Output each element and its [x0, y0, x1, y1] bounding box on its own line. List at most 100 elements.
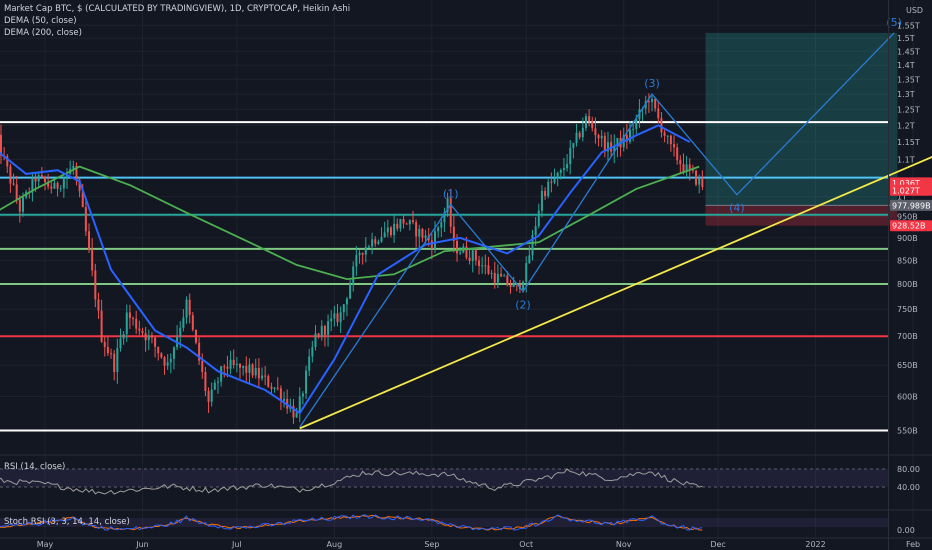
candle-body [220, 366, 223, 382]
candle-body [305, 370, 308, 394]
candle-body [261, 375, 264, 379]
candle-body [18, 199, 21, 212]
price-tick-label: 850B [897, 256, 918, 265]
candle-body [97, 299, 100, 311]
candle-body [402, 219, 405, 224]
candle-body [408, 220, 411, 225]
candle-body [9, 166, 12, 184]
candle-body [283, 398, 286, 401]
time-tick-label: Feb [906, 540, 920, 549]
candle-body [6, 156, 9, 167]
candle-body [301, 393, 304, 397]
candle-body [31, 177, 34, 193]
candle-body [210, 389, 213, 402]
candle-body [698, 178, 701, 185]
oscillator-panes: 80.00 40.00 0.00 [0, 454, 932, 535]
stoch-pane-label[interactable]: Stoch RSI (3, 3, 14, 14, close) [4, 517, 130, 527]
candle-body [446, 198, 449, 213]
stoch-tick-label: 0.00 [897, 526, 915, 535]
candle-body [522, 281, 525, 289]
legend-title[interactable]: Market Cap BTC, $ (CALCULATED BY TRADING… [4, 4, 351, 14]
candle-body [144, 333, 147, 341]
candle-body [635, 119, 638, 129]
price-tick-label: 1T [897, 193, 907, 202]
candle-body [150, 335, 153, 338]
grid-lines [0, 0, 914, 538]
rsi-pane-label[interactable]: RSI (14, close) [4, 462, 66, 472]
candle-body [559, 169, 562, 173]
candle-body [660, 118, 663, 133]
candle-body [361, 252, 364, 255]
candle-body [135, 318, 138, 329]
candle-body [207, 391, 210, 402]
candle-body [216, 381, 219, 383]
candle-body [553, 178, 556, 183]
candle-body [245, 365, 248, 373]
candle-body [654, 98, 657, 109]
candle-body [78, 179, 81, 192]
dema-50-line [0, 124, 691, 415]
legend-dema50[interactable]: DEMA (50, close) [4, 16, 77, 26]
wave-label: (5) [886, 16, 902, 29]
candle-body [235, 364, 238, 366]
candle-body [188, 299, 191, 316]
price-tick-label: 600B [897, 392, 918, 401]
candle-body [160, 353, 163, 358]
price-axis[interactable]: USD 1.55T 1.5T 1.45T 1.4T 1.35T 1.3T 1.25T 1.2T 1… [888, 0, 924, 550]
price-tag-text: 928.52B [892, 222, 925, 231]
candle-body [566, 164, 569, 169]
candle-body [358, 252, 361, 256]
time-tick-label: Oct [519, 540, 533, 549]
candle-body [584, 116, 587, 128]
legend-dema200[interactable]: DEMA (200, close) [4, 28, 82, 38]
candle-body [666, 135, 669, 137]
long-position-box[interactable] [705, 32, 898, 226]
candle-body [122, 333, 125, 339]
price-tick-label: 1.15T [897, 138, 920, 147]
candle-body [500, 273, 503, 277]
candle-body [251, 364, 254, 376]
candle-body [534, 226, 537, 236]
candle-body [56, 182, 59, 189]
candle-body [47, 182, 50, 187]
yellow-trendline[interactable] [299, 129, 932, 430]
candle-body [276, 387, 279, 389]
candle-body [239, 364, 241, 368]
candle-body [100, 310, 103, 342]
candle-body [44, 176, 46, 183]
candle-body [172, 347, 175, 359]
rsi-tick-label: 80.00 [897, 465, 920, 474]
price-tick-label: 1.35T [897, 75, 920, 84]
candle-body [349, 284, 352, 299]
candle-body [147, 335, 150, 341]
candle-body [53, 182, 56, 189]
candle-body [695, 170, 698, 185]
candle-body [616, 137, 619, 146]
candle-body [201, 360, 204, 373]
time-axis[interactable]: May Jun Jul Aug Sep Oct Nov Dec 2022 Feb [0, 537, 932, 549]
candle-body [691, 169, 694, 171]
wave-label: (1) [443, 188, 459, 201]
candle-body [531, 235, 534, 256]
candle-body [625, 135, 628, 142]
stoch-band [0, 518, 888, 527]
candle-body [264, 375, 267, 377]
candle-body [0, 134, 2, 156]
candle-body [556, 172, 559, 179]
candle-body [663, 132, 666, 136]
candle-body [257, 368, 260, 379]
time-tick-label: Dec [710, 540, 725, 549]
candle-body [298, 396, 301, 413]
time-tick-label: Aug [327, 540, 343, 549]
candle-body [50, 186, 53, 189]
candle-body [352, 266, 355, 285]
price-tick-label: 750B [897, 305, 918, 314]
candle-body [339, 312, 342, 323]
price-tag-text: 1.027T [892, 186, 920, 195]
elliott-wave-path[interactable]: (1) (2) (3) (4) (5) [299, 16, 902, 428]
stoch-k-line [0, 514, 703, 531]
candle-body [411, 220, 414, 223]
candle-body [399, 219, 402, 229]
candle-body [380, 237, 383, 242]
